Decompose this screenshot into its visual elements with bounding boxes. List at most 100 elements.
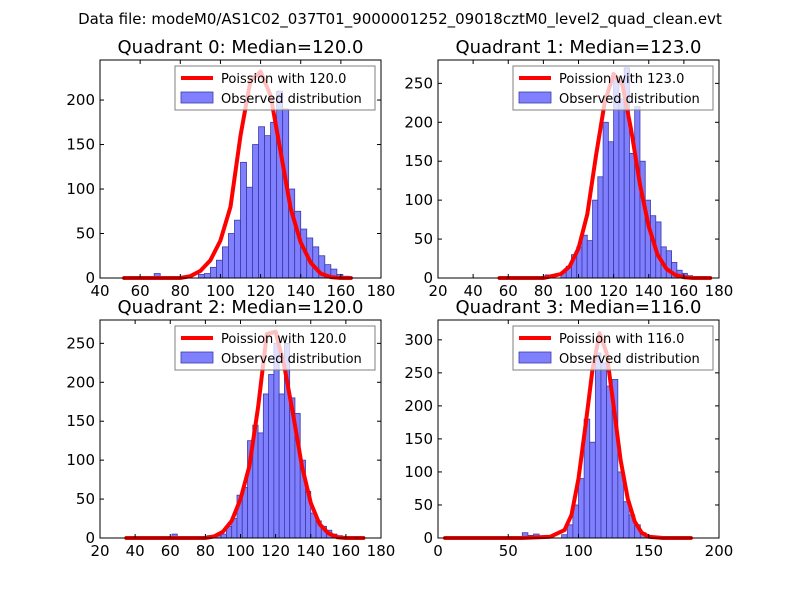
q0-hist-bar-14 <box>270 121 278 279</box>
quadrant-0-panel: Quadrant 0: Median=120.0 40 60 80 100 120 140… <box>66 37 395 300</box>
q0-hist-bar-4 <box>209 266 217 279</box>
q1-x-tick-label-8: 180 <box>705 282 734 300</box>
q3-x-tick-label-0: 0 <box>433 542 443 560</box>
q0-legend-bars-label: Observed distribution <box>221 92 362 107</box>
q3-legend-bars-label: Observed distribution <box>559 352 700 367</box>
q3-x-tick-label-3: 150 <box>634 542 663 560</box>
q0-hist-bar-8 <box>234 219 241 279</box>
q0-hist-bar-7 <box>228 233 235 279</box>
q2-hist-bar-12 <box>268 374 275 539</box>
q0-hist-bar-12 <box>258 126 265 279</box>
q0-hist-bar-6 <box>222 246 229 279</box>
q1-x-tick-label-1: 40 <box>464 282 483 300</box>
q3-y-tick-label-6: 300 <box>404 331 433 349</box>
q1-hist-bar-15 <box>629 153 636 279</box>
q2-y-tick-label-1: 50 <box>76 490 95 508</box>
q0-hist-bar-15 <box>276 90 284 279</box>
q1-y-tick-label-2: 100 <box>404 191 433 209</box>
q1-hist-bar-8 <box>592 199 599 279</box>
quadrant-1-title: Quadrant 1: Median=123.0 <box>456 37 702 58</box>
q3-y-tick-label-0: 0 <box>423 529 433 547</box>
q3-hist-bar-10 <box>594 352 602 539</box>
q3-hist-bar-9 <box>589 441 596 539</box>
q3-x-tick-label-2: 100 <box>564 542 593 560</box>
q2-hist-bar-13 <box>273 342 280 539</box>
q2-legend-bars-label: Observed distribution <box>221 352 362 367</box>
q0-y-tick-label-4: 200 <box>66 91 95 109</box>
q0-x-tick-label-0: 40 <box>90 282 109 300</box>
figure-suptitle: Data file: modeM0/AS1C02_037T01_90000012… <box>78 10 722 29</box>
q2-x-tick-label-4: 100 <box>226 542 255 560</box>
q1-x-tick-label-5: 120 <box>599 282 628 300</box>
q2-legend-bars-swatch <box>180 351 214 364</box>
q3-y-tick-label-5: 250 <box>404 364 433 382</box>
q0-x-tick-label-2: 80 <box>171 282 190 300</box>
q2-y-tick-label-3: 150 <box>66 412 95 430</box>
q3-legend-bars-swatch <box>518 351 552 364</box>
q0-x-tick-label-5: 140 <box>286 282 315 300</box>
q2-x-tick-label-2: 60 <box>161 542 180 560</box>
q0-y-tick-label-0: 0 <box>85 269 95 287</box>
q3-y-tick-label-1: 50 <box>414 496 433 514</box>
q3-y-tick-label-4: 200 <box>404 397 433 415</box>
q0-x-tick-label-3: 100 <box>206 282 235 300</box>
q1-hist-bar-7 <box>586 240 593 279</box>
q3-x-tick-label-1: 50 <box>499 542 518 560</box>
q1-x-tick-label-7: 160 <box>670 282 699 300</box>
q1-x-tick-label-0: 20 <box>428 282 447 300</box>
q0-legend-bars-swatch <box>180 91 214 104</box>
q0-x-tick-label-6: 160 <box>327 282 356 300</box>
q2-hist-bar-14 <box>278 393 285 539</box>
q2-hist-bar-3 <box>220 533 227 539</box>
q0-axes-frame <box>99 59 382 279</box>
q0-hist-bar-5 <box>216 259 223 279</box>
q2-x-tick-label-1: 40 <box>126 542 145 560</box>
q2-x-tick-label-5: 120 <box>261 542 290 560</box>
q1-hist-bar-16 <box>634 106 641 279</box>
q0-x-tick-label-1: 60 <box>131 282 150 300</box>
q1-x-tick-label-3: 80 <box>534 282 553 300</box>
q3-hist-bar-12 <box>606 385 613 539</box>
q1-y-tick-label-0: 0 <box>423 269 433 287</box>
quadrant-3-title: Quadrant 3: Median=116.0 <box>456 297 702 318</box>
quadrant-2-title: Quadrant 2: Median=120.0 <box>118 297 364 318</box>
q1-x-tick-label-2: 60 <box>499 282 518 300</box>
q1-y-tick-label-4: 200 <box>404 113 433 131</box>
q1-y-tick-label-5: 250 <box>404 74 433 92</box>
q3-hist-bar-15 <box>623 501 630 539</box>
q1-hist-bar-10 <box>602 121 609 279</box>
q3-x-tick-label-4: 200 <box>705 542 734 560</box>
q2-x-tick-label-8: 180 <box>367 542 396 560</box>
q0-hist-bar-3 <box>203 273 211 279</box>
q2-y-tick-label-4: 200 <box>66 373 95 391</box>
q0-x-tick-label-7: 180 <box>367 282 396 300</box>
q2-hist-bar-11 <box>262 393 269 539</box>
q0-y-tick-label-2: 100 <box>66 180 95 198</box>
q3-legend-curve-label: Poission with 116.0 <box>559 332 684 347</box>
q0-hist-bar-11 <box>252 144 259 279</box>
q0-legend-curve-label: Poission with 120.0 <box>221 72 346 87</box>
q3-y-tick-label-2: 100 <box>404 463 433 481</box>
q1-legend-curve-label: Poission with 123.0 <box>559 72 684 87</box>
q1-x-tick-label-4: 100 <box>564 282 593 300</box>
q1-hist-bar-9 <box>597 176 604 279</box>
q0-hist-bar-9 <box>240 161 247 279</box>
q3-hist-bar-7 <box>578 478 585 539</box>
q1-y-tick-label-3: 150 <box>404 152 433 170</box>
quadrant-0-title: Quadrant 0: Median=120.0 <box>118 37 364 58</box>
q1-y-tick-label-1: 50 <box>414 230 433 248</box>
q1-hist-bar-6 <box>581 234 588 279</box>
q1-legend-bars-label: Observed distribution <box>559 92 700 107</box>
q0-hist-bar-10 <box>246 186 253 279</box>
quadrant-3-panel: Quadrant 3: Median=116.0 0 50 100 150 200 0 50… <box>404 297 733 560</box>
q0-hist-bar-2 <box>197 274 205 279</box>
q2-y-tick-label-2: 100 <box>66 451 95 469</box>
q2-legend-curve-label: Poission with 120.0 <box>221 332 346 347</box>
q2-x-tick-label-7: 160 <box>332 542 361 560</box>
q1-legend-bars-swatch <box>518 91 552 104</box>
q0-y-tick-label-1: 50 <box>76 225 95 243</box>
q2-x-tick-label-6: 140 <box>296 542 325 560</box>
q0-hist-bar-13 <box>264 135 272 279</box>
